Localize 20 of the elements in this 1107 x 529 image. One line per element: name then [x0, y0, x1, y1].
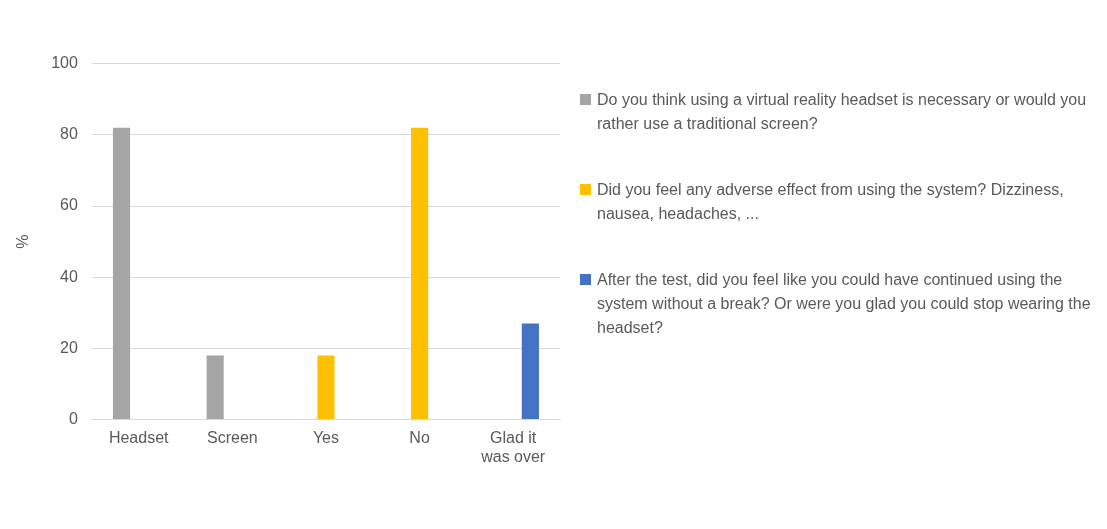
y-tick-label: 100: [51, 54, 78, 72]
bar: [317, 355, 335, 420]
y-tick-label: 40: [60, 267, 78, 285]
y-tick-label: 20: [60, 338, 78, 356]
y-tick-label: 0: [68, 410, 78, 428]
x-tick-label: Screen: [206, 428, 258, 446]
y-tick-label: 60: [60, 196, 78, 214]
bar: [410, 127, 429, 420]
legend-label: After the test, did you feel like you could have continued using the system without a break? Or were you glad you could stop wearing the headset?: [597, 270, 1092, 338]
legend-label: Do you think using a virtual reality headset is necessary or would you rather use a traditional screen?: [597, 90, 1088, 134]
x-tick-label: No: [409, 428, 430, 446]
bar: [521, 323, 539, 420]
x-tick-label: Yes: [312, 428, 339, 446]
y-axis-title: %: [14, 234, 32, 249]
bar: [206, 355, 224, 420]
y-tick-label: 80: [60, 125, 78, 143]
x-tick-label: Headset: [108, 428, 170, 446]
legend-label: Did you feel any adverse effect from using the system? Dizziness, nausea, headaches, ...: [597, 180, 1065, 224]
bar: [112, 127, 131, 420]
x-tick-label: Glad it was over: [480, 428, 546, 465]
